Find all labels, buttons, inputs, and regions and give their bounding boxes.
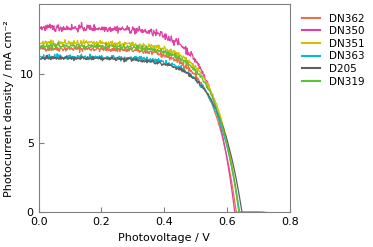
X-axis label: Photovoltage / V: Photovoltage / V	[118, 233, 210, 243]
Legend: DN362, DN350, DN351, DN363, D205, DN319: DN362, DN350, DN351, DN363, D205, DN319	[297, 9, 369, 91]
Y-axis label: Photocurrent density / mA cm⁻²: Photocurrent density / mA cm⁻²	[4, 20, 14, 197]
